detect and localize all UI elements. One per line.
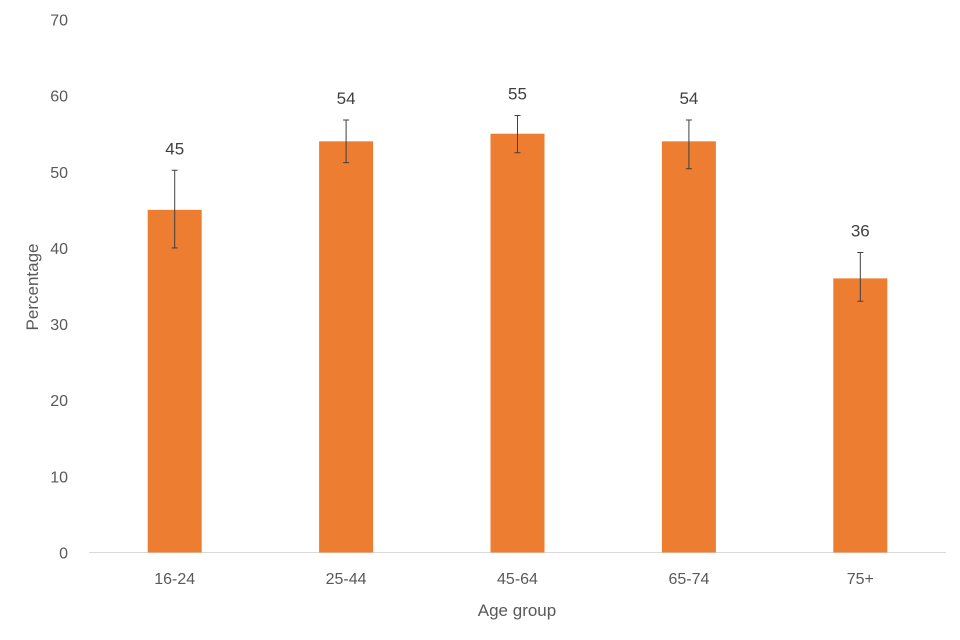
x-axis-title: Age group [478,601,556,620]
y-tick-label: 40 [50,241,68,258]
x-tick-label: 65-74 [668,571,709,588]
data-label: 36 [851,221,870,240]
y-tick-label: 70 [50,13,68,30]
bar-75+ [833,278,888,553]
error-bars-group [171,114,864,302]
x-tick-label: 75+ [847,571,874,588]
bars-group [147,133,888,553]
x-axis-ticks: 16-24 25-44 45-64 65-74 75+ [154,571,874,588]
error-bar-75+ [857,251,864,302]
bar-25-44 [319,141,374,553]
y-tick-label: 50 [50,165,68,182]
y-tick-label: 60 [50,89,68,106]
x-tick-label: 25-44 [326,571,367,588]
y-axis-ticks: 0 10 20 30 40 50 60 70 [50,13,68,563]
bar-16-24 [147,209,202,553]
error-bar-16-24 [171,169,178,249]
data-label: 45 [165,139,184,158]
error-bar-45-64 [514,114,521,154]
data-labels-group: 45 54 55 54 36 [165,84,870,240]
bar-65-74 [661,141,716,553]
y-axis-title: Percentage [23,244,42,331]
data-label: 55 [508,84,527,103]
data-label: 54 [679,89,698,108]
data-label: 54 [337,89,356,108]
x-tick-label: 16-24 [154,571,195,588]
y-tick-label: 0 [59,546,68,563]
x-tick-label: 45-64 [497,571,538,588]
y-tick-label: 20 [50,393,68,410]
error-bar-25-44 [343,119,350,164]
y-tick-label: 30 [50,317,68,334]
y-tick-label: 10 [50,469,68,486]
bar-45-64 [490,133,545,553]
error-bar-65-74 [685,119,692,170]
